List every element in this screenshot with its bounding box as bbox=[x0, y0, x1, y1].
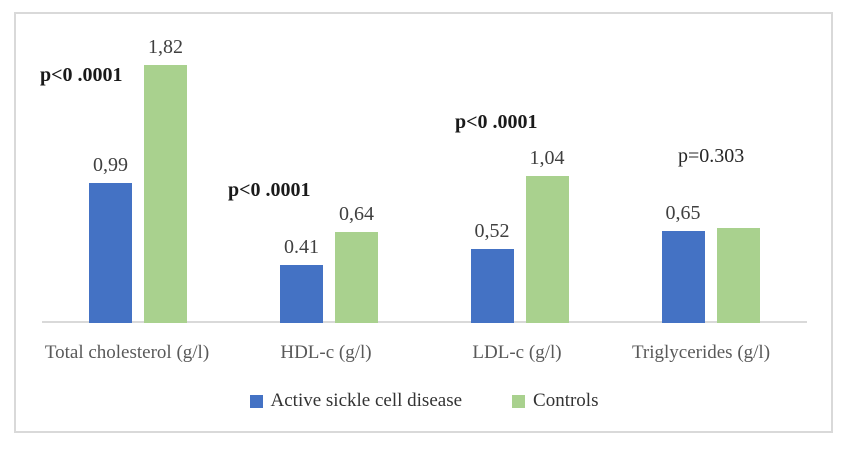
bar-value-label-active-sickle-cell-disease-group3: 0,65 bbox=[665, 202, 701, 224]
legend: Active sickle cell disease Controls bbox=[0, 390, 848, 412]
legend-swatch-green bbox=[512, 394, 526, 408]
legend-item-controls: Controls bbox=[512, 390, 598, 412]
category-label-group1: HDL-c (g/l) bbox=[280, 342, 372, 363]
bar-value-label-controls-group2: 1,04 bbox=[529, 147, 565, 169]
p-value-label-group0: p<0 .0001 bbox=[40, 64, 123, 86]
p-value-label-group2: p<0 .0001 bbox=[455, 111, 538, 133]
bar-controls-group0 bbox=[144, 65, 187, 323]
bar-value-label-active-sickle-cell-disease-group1: 0.41 bbox=[284, 236, 319, 258]
bar-value-label-active-sickle-cell-disease-group2: 0,52 bbox=[474, 220, 510, 242]
bar-active-sickle-cell-disease-group2 bbox=[470, 249, 514, 323]
bar-controls-group2 bbox=[525, 176, 569, 323]
bar-value-label-controls-group1: 0,64 bbox=[339, 203, 374, 225]
bar-value-label-active-sickle-cell-disease-group0: 0,99 bbox=[93, 154, 128, 176]
bar-active-sickle-cell-disease-group1 bbox=[280, 265, 323, 323]
legend-label-active-sickle-cell-disease: Active sickle cell disease bbox=[270, 390, 463, 411]
legend-label-controls: Controls bbox=[533, 390, 599, 411]
p-value-label-group1: p<0 .0001 bbox=[228, 179, 311, 201]
category-label-group3: Triglycerides (g/l) bbox=[631, 342, 771, 363]
bar-controls-group3 bbox=[716, 228, 760, 323]
category-label-group0: Total cholesterol (g/l) bbox=[44, 342, 210, 363]
category-label-group2: LDL-c (g/l) bbox=[472, 342, 562, 363]
bar-controls-group1 bbox=[335, 232, 378, 323]
x-axis-line bbox=[42, 321, 807, 323]
legend-swatch-blue bbox=[249, 394, 263, 408]
bar-active-sickle-cell-disease-group0 bbox=[89, 183, 132, 323]
p-value-label-group3: p=0.303 bbox=[678, 145, 745, 167]
legend-item-active-sickle-cell-disease: Active sickle cell disease bbox=[249, 390, 463, 412]
bar-value-label-controls-group0: 1,82 bbox=[148, 36, 183, 58]
bar-active-sickle-cell-disease-group3 bbox=[661, 231, 705, 323]
